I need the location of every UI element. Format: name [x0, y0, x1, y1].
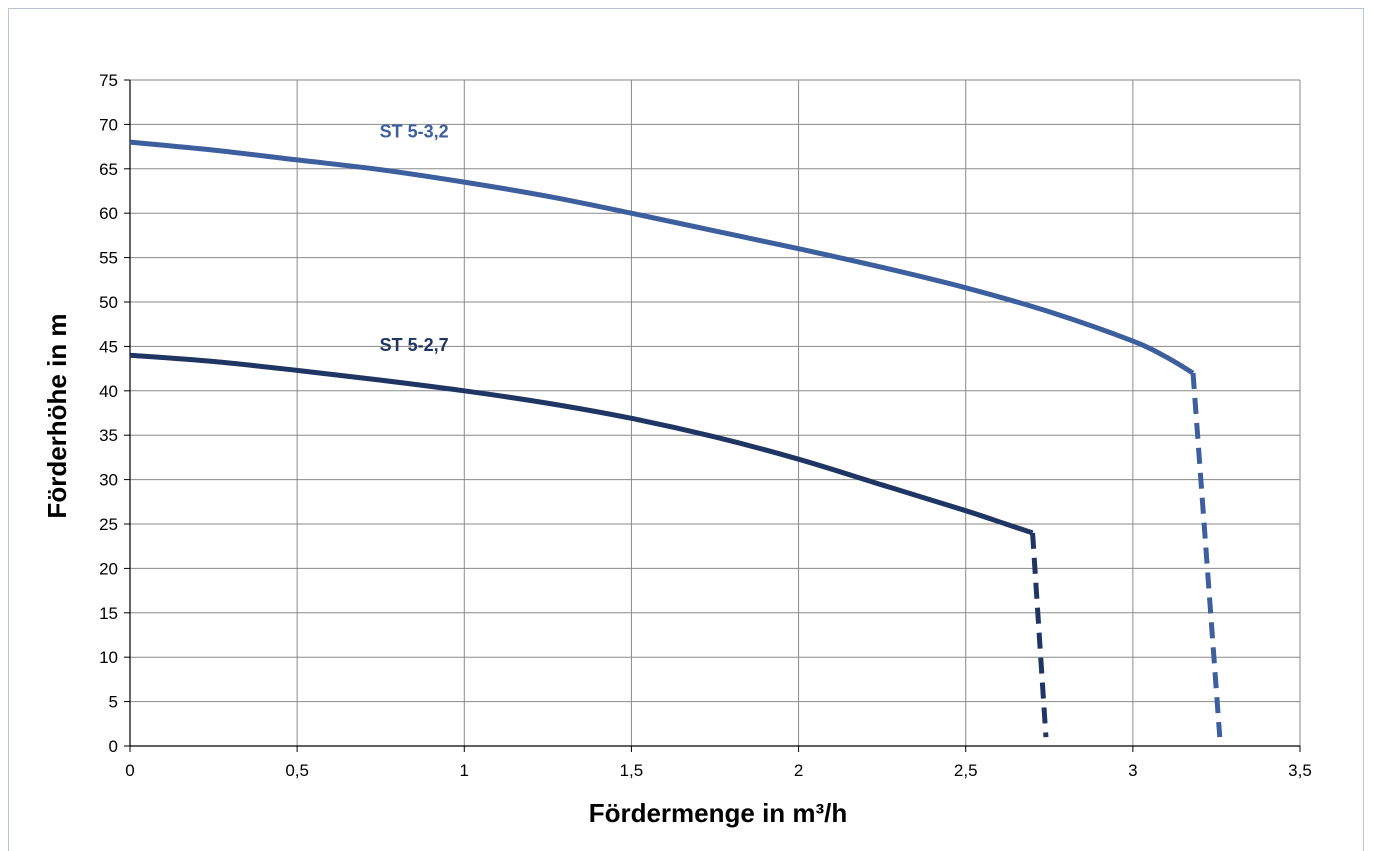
series-dashed-st-5-3-2	[1190, 372, 1223, 738]
y-tick-label: 55	[99, 249, 118, 268]
y-tick-label: 10	[99, 648, 118, 667]
x-tick-label: 0,5	[285, 761, 309, 780]
y-tick-label: 65	[99, 160, 118, 179]
x-tick-label: 2,5	[954, 761, 978, 780]
y-tick-label: 50	[99, 293, 118, 312]
chart-frame	[8, 8, 1364, 851]
y-tick-label: 0	[109, 737, 118, 756]
y-axis-label: Förderhöhe in m	[42, 313, 72, 518]
x-tick-label: 1	[460, 761, 469, 780]
y-tick-label: 15	[99, 604, 118, 623]
series-labels: ST 5-3,2 ST 5-2,7	[380, 122, 449, 355]
x-tick-label: 3,5	[1288, 761, 1312, 780]
x-tick-label: 2	[794, 761, 803, 780]
x-tick-label: 3	[1128, 761, 1137, 780]
series-group	[129, 139, 1223, 738]
y-tick-label: 30	[99, 471, 118, 490]
y-tick-label: 5	[109, 693, 118, 712]
y-tick-label: 20	[99, 559, 118, 578]
y-tick-label: 60	[99, 204, 118, 223]
y-tick-label: 35	[99, 426, 118, 445]
x-axis-label: Fördermenge in m³/h	[589, 798, 848, 828]
y-tick-label: 75	[99, 71, 118, 90]
series-label-st-5-2-7: ST 5-2,7	[380, 335, 449, 355]
series-dashed-st-5-2-7	[1030, 532, 1049, 738]
series-line-st-5-3-2	[129, 139, 1195, 376]
series-label-st-5-3-2: ST 5-3,2	[380, 122, 449, 142]
y-tick-label: 45	[99, 337, 118, 356]
x-tick-label: 0	[125, 761, 134, 780]
grid	[130, 79, 1301, 746]
tick-labels: 0 5 10 15 20 25 30 35 40 45 50 55 60 65 70 75 0 0,5 1 1,5 2 2…	[99, 71, 1312, 780]
series-line-st-5-2-7	[129, 352, 1034, 536]
y-tick-label: 40	[99, 382, 118, 401]
y-tick-label: 70	[99, 115, 118, 134]
y-tick-label: 25	[99, 515, 118, 534]
axes	[124, 79, 1301, 752]
x-tick-label: 1,5	[620, 761, 644, 780]
